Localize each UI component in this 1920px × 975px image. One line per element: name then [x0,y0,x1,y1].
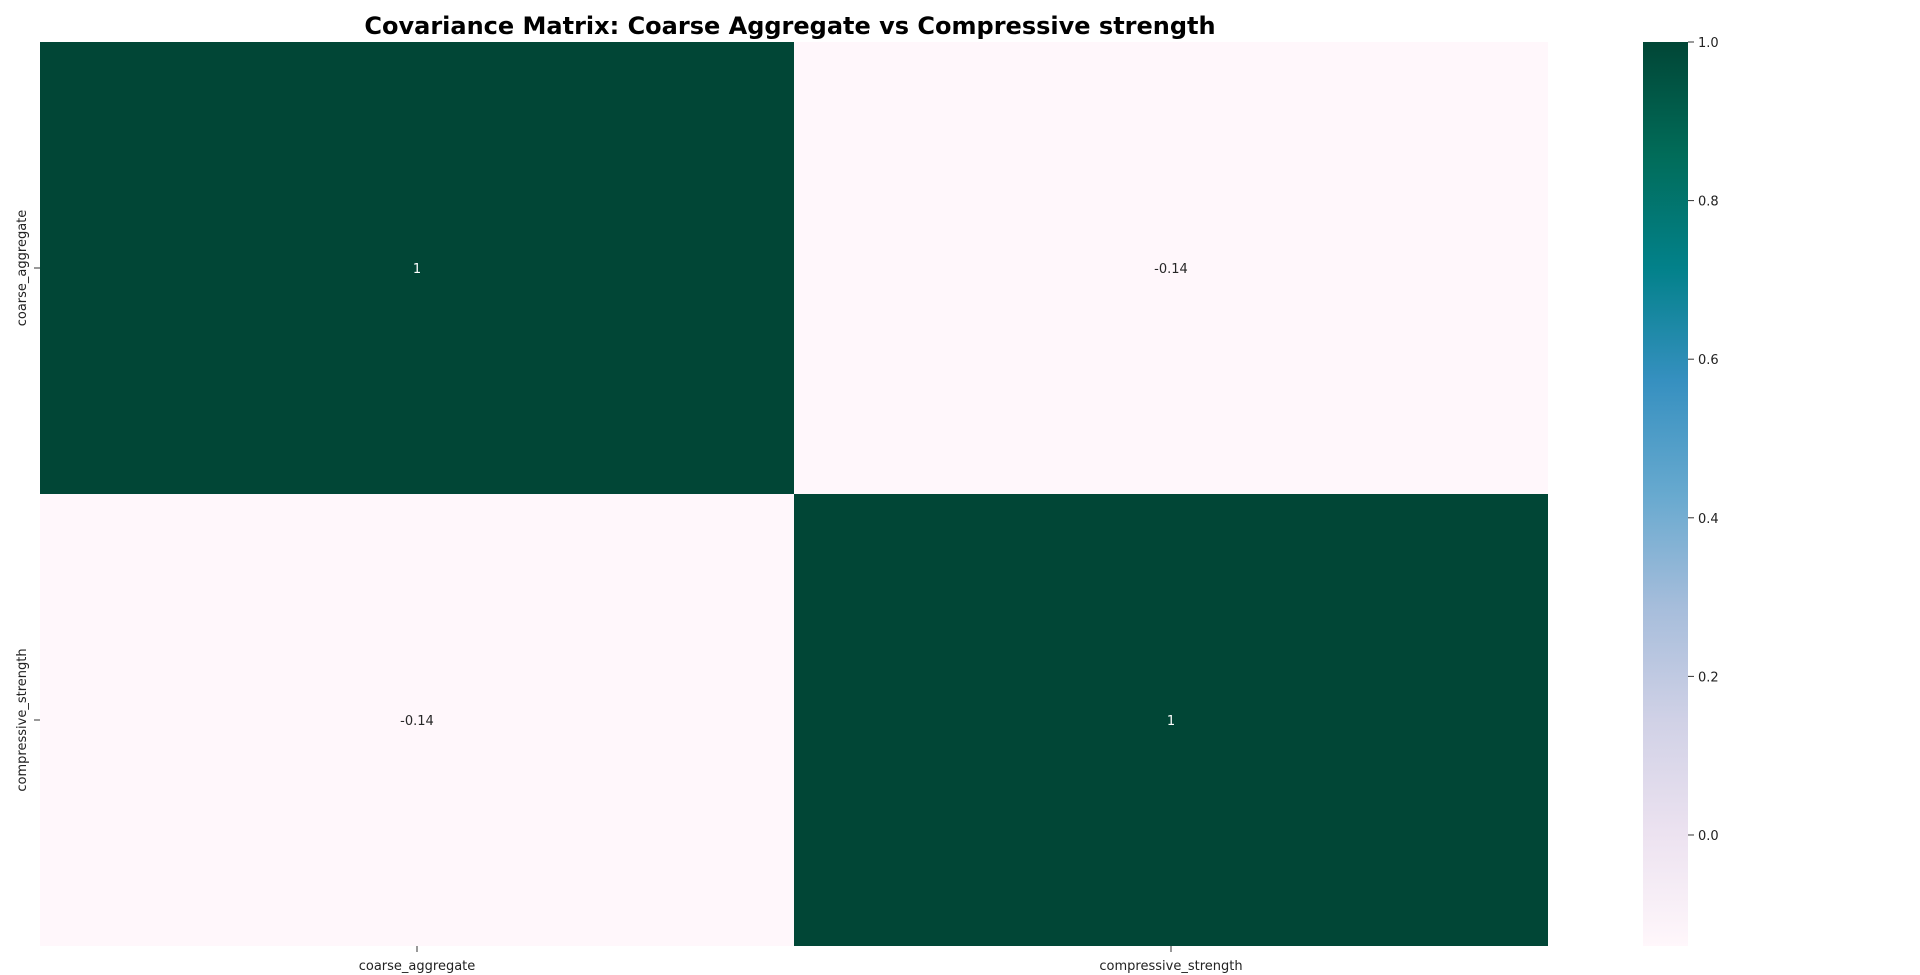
cell-value-label: -0.14 [400,714,434,729]
colorbar: 0.0 0.2 0.4 0.6 0.8 1.0 [1643,36,1719,946]
heatmap-cell [40,42,794,494]
x-tick-label: coarse_aggregate [359,959,476,974]
cell-value-label: 1 [413,262,421,277]
cell-value-label: -0.14 [1154,262,1188,277]
heatmap-cell [794,494,1548,946]
heatmap-grid: 1 -0.14 -0.14 1 [40,42,1548,946]
colorbar-gradient [1643,42,1688,946]
y-axis: coarse_aggregate compressive_strength [15,210,40,792]
x-axis: coarse_aggregate compressive_strength [359,946,1243,974]
colorbar-tick-label: 0.8 [1698,195,1719,210]
colorbar-tick-label: 0.4 [1698,512,1719,527]
y-tick-label: coarse_aggregate [15,210,30,327]
y-tick-label: compressive_strength [15,648,30,791]
colorbar-tick-label: 0.2 [1698,670,1719,685]
x-tick-label: compressive_strength [1099,959,1242,974]
colorbar-tick-label: 0.0 [1698,829,1719,844]
heatmap-cell [794,42,1548,494]
cell-value-label: 1 [1167,714,1175,729]
heatmap-cell [40,494,794,946]
colorbar-tick-label: 0.6 [1698,353,1719,368]
colorbar-tick-label: 1.0 [1698,36,1719,51]
chart-title: Covariance Matrix: Coarse Aggregate vs C… [364,12,1215,40]
